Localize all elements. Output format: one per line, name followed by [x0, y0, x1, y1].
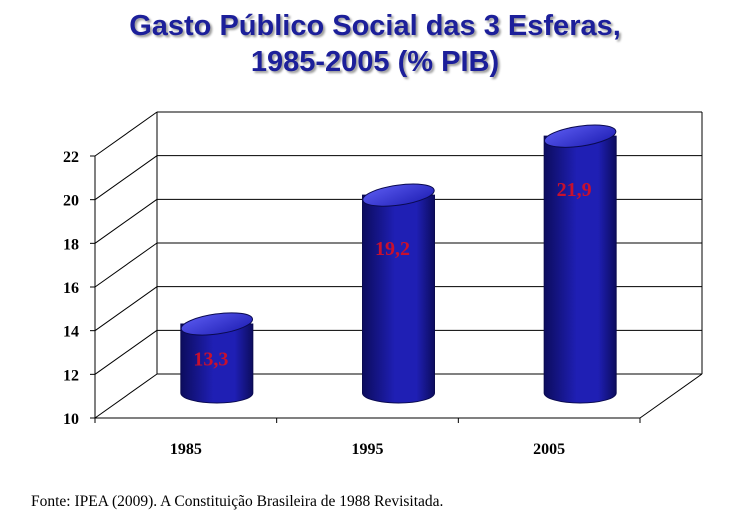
- bar-top-2005: [543, 124, 617, 148]
- source-note: Fonte: IPEA (2009). A Constituição Brasi…: [31, 493, 444, 510]
- floor-right-edge: [639, 373, 703, 419]
- side-gridline-22: [94, 111, 158, 157]
- chart-title: Gasto Público Social das 3 Esferas, 1985…: [0, 8, 750, 80]
- bar-body-1985: [180, 323, 254, 404]
- x-tick-label-1995: 1995: [352, 441, 384, 458]
- side-gridline-20: [94, 155, 158, 201]
- side-gridline-12: [94, 329, 158, 375]
- x-tick-label-2005: 2005: [533, 441, 565, 458]
- y-tick-label-10: 10: [63, 411, 79, 428]
- bar-top-1995: [362, 183, 435, 207]
- chart-title-line-2: 1985-2005 (% PIB): [250, 46, 500, 78]
- side-gridline-18: [94, 198, 158, 244]
- y-tick-label-14: 14: [63, 324, 79, 341]
- y-tick-label-20: 20: [63, 193, 79, 210]
- data-label-1985: 13,3: [193, 348, 228, 370]
- data-label-1995: 19,2: [375, 238, 410, 260]
- data-label-2005: 21,9: [557, 179, 592, 201]
- bar-top-1985: [180, 312, 254, 336]
- y-tick-label-12: 12: [63, 367, 79, 384]
- y-tick-label-22: 22: [63, 149, 79, 166]
- y-tick-label-18: 18: [63, 236, 79, 253]
- bar-body-1995: [362, 194, 435, 404]
- x-tick-label-1985: 1985: [170, 441, 202, 458]
- y-tick-label-16: 16: [63, 280, 79, 297]
- side-gridline-16: [94, 242, 158, 288]
- side-gridline-14: [94, 286, 158, 332]
- bar-2005: [543, 124, 617, 404]
- chart-title-line-1: Gasto Público Social das 3 Esferas,: [129, 10, 621, 42]
- bar-body-2005: [543, 135, 617, 404]
- bar-1985: [180, 312, 254, 404]
- bar-1995: [362, 183, 435, 404]
- side-gridline-10: [94, 373, 158, 419]
